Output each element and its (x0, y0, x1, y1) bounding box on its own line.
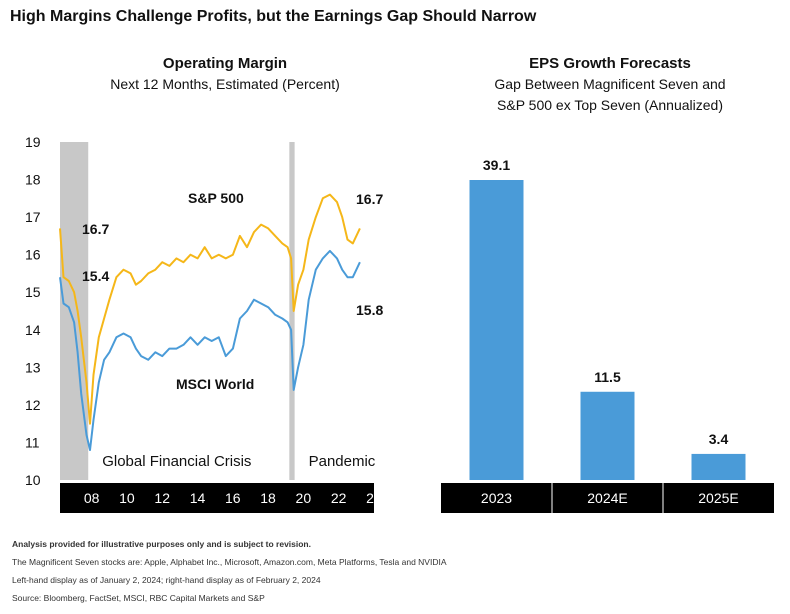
y-tick-label: 12 (25, 397, 41, 413)
y-tick-label: 16 (25, 247, 41, 263)
left-chart-title: Operating Margin (162, 55, 288, 72)
x-axis-band (60, 483, 374, 513)
footnote-dates: Left-hand display as of January 2, 2024;… (12, 575, 321, 585)
y-tick-label: 15 (25, 284, 41, 300)
x-tick-label: 24 (366, 490, 382, 506)
bar-category-label: 2023 (481, 490, 512, 506)
right-chart-title: EPS Growth Forecasts (529, 55, 691, 72)
y-tick-label: 18 (25, 172, 41, 188)
bar-x-axis-band (441, 483, 774, 513)
sp500-end-label: 16.7 (356, 191, 383, 207)
y-tick-label: 13 (25, 359, 41, 375)
shaded-period-0 (60, 142, 89, 480)
y-tick-label: 17 (25, 209, 41, 225)
x-tick-label: 20 (296, 490, 312, 506)
x-tick-label: 14 (190, 490, 206, 506)
footnotes: Analysis provided for illustrative purpo… (12, 535, 447, 607)
bar (691, 453, 746, 480)
y-tick-label: 14 (25, 322, 41, 338)
shade-label-gfc: Global Financial Crisis (102, 453, 251, 470)
x-tick-label: 22 (331, 490, 347, 506)
right-chart-subtitle-line2: S&P 500 ex Top Seven (Annualized) (497, 97, 723, 113)
footnote-disclaimer: Analysis provided for illustrative purpo… (12, 539, 311, 549)
bar-value-label: 39.1 (483, 157, 510, 173)
msci-end-label: 15.8 (356, 302, 383, 318)
x-tick-label: 18 (260, 490, 276, 506)
shaded-period-1 (289, 142, 295, 480)
shade-label-pandemic: Pandemic (309, 453, 376, 470)
bar (580, 391, 635, 480)
y-tick-label: 10 (25, 472, 41, 488)
sp500-line (59, 193, 361, 425)
msci-world-line (59, 249, 361, 451)
msci-series-label: MSCI World (176, 376, 254, 392)
sp500-min-label: 15.4 (82, 268, 109, 284)
sp500-series-label: S&P 500 (188, 190, 244, 206)
x-tick-label: 12 (154, 490, 170, 506)
bar (469, 180, 524, 480)
bar-value-label: 11.5 (594, 369, 621, 385)
left-chart-subtitle: Next 12 Months, Estimated (Percent) (110, 76, 340, 92)
bar-value-label: 3.4 (709, 431, 729, 447)
y-tick-label: 11 (25, 434, 40, 450)
footnote-source: Source: Bloomberg, FactSet, MSCI, RBC Ca… (12, 593, 265, 603)
right-chart-subtitle-line1: Gap Between Magnificent Seven and (494, 76, 726, 92)
bar-category-label: 2024E (587, 490, 627, 506)
y-tick-label: 19 (25, 134, 41, 150)
x-tick-label: 08 (84, 490, 100, 506)
footnote-mag7: The Magnificent Seven stocks are: Apple,… (12, 557, 447, 567)
sp500-start-label: 16.7 (82, 221, 109, 237)
x-tick-label: 16 (225, 490, 241, 506)
bar-category-label: 2025E (698, 490, 738, 506)
x-tick-label: 10 (119, 490, 135, 506)
main-title: High Margins Challenge Profits, but the … (10, 8, 537, 25)
